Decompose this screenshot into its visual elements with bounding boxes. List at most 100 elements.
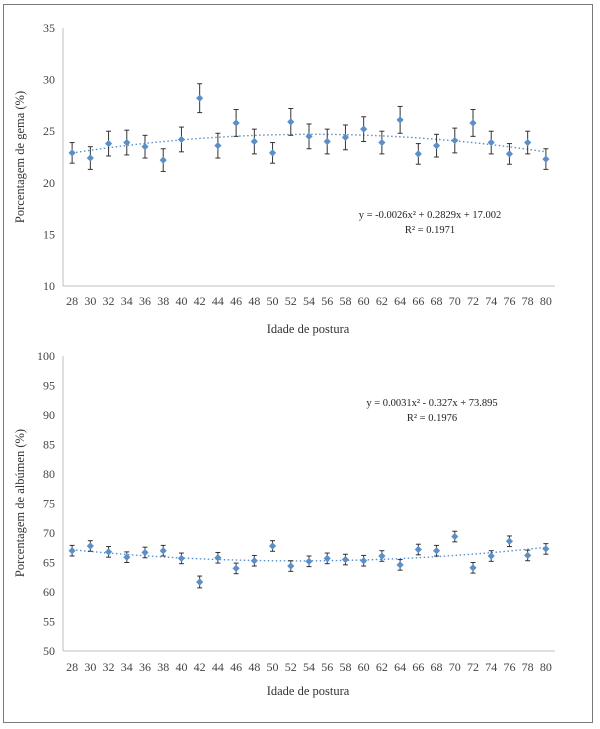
chart1-x-tick-label: 70 [449,294,461,308]
chart2-x-tick-label: 32 [103,660,115,674]
chart2-data-point [469,562,477,574]
chart1-x-tick-label: 56 [321,294,333,308]
chart2-y-tick-label: 95 [43,379,55,393]
chart1-marker [414,150,422,158]
chart1-data-point [196,83,204,114]
chart1-data-point [123,129,131,156]
chart1-x-tick-label: 78 [522,294,534,308]
chart2-data-point [396,559,404,571]
chart2-marker [68,547,76,555]
chart1-x-tick-label: 38 [157,294,169,308]
chart2-marker [432,547,441,555]
chart2-data-point [451,530,459,543]
chart1-x-tick-label: 62 [376,294,388,308]
chart1-marker [268,149,277,157]
chart1-data-point [396,105,404,134]
chart2-x-tick-label: 56 [321,660,333,674]
chart2-x-tick-label: 46 [230,660,242,674]
chart2-data-point [378,550,386,562]
chart2-y-tick-label: 70 [43,526,55,540]
chart1-marker [104,139,113,148]
chart2-data-point [287,560,295,572]
chart1-marker [141,143,149,151]
chart1-y-tick-label: 30 [43,73,55,87]
chart2-x-tick-label: 78 [522,660,534,674]
chart1-x-tick-label: 74 [485,294,497,308]
chart1-x-tick-label: 80 [540,294,552,308]
chart1-x-tick-label: 30 [84,294,96,308]
chart2-x-tick-label: 40 [175,660,187,674]
chart1-x-tick-label: 58 [339,294,351,308]
chart2-equation: y = 0.0031x² - 0.327x + 73.895 [366,398,497,409]
chart2-marker [451,532,459,541]
chart2-data-point [323,552,331,565]
chart1-x-tick-label: 72 [467,294,479,308]
chart2-x-tick-label: 36 [139,660,151,674]
chart1-x-tick-label: 44 [212,294,224,308]
chart2-marker [542,545,550,553]
chart1-data-point [524,130,532,155]
chart1-x-tick-label: 36 [139,294,151,308]
chart-yolk-percentage: 10 15 20 25 30 35 28 30 32 34 36 38 40 42 44 46 48 50 52 5… [13,21,555,336]
chart2-y-tick-label: 80 [43,467,55,481]
chart1-marker [487,138,495,147]
chart-albumen-percentage: 50 55 60 65 70 75 80 85 90 95 100 28 30 32 34 36 38 40 42… [13,349,555,698]
chart2-data-point [250,554,258,567]
chart1-x-tick-label: 48 [248,294,260,308]
chart1-y-tick-label: 25 [43,124,55,138]
chart2-x-tick-label: 30 [84,660,96,674]
chart1-marker [232,119,240,127]
chart2-x-tick-label: 54 [303,660,315,674]
chart2-marker [268,542,277,550]
chart1-x-tick-label: 52 [285,294,297,308]
chart2-marker [414,545,422,554]
chart2-marker [86,542,94,550]
chart1-data-point [287,107,295,136]
chart1-data-point [414,143,422,165]
chart2-x-tick-label: 76 [503,660,515,674]
chart2-data-point [487,550,495,562]
chart1-data-point [68,142,76,164]
chart2-data-point [505,535,514,548]
chart1-marker [360,125,368,133]
chart1-data-point [378,130,386,155]
chart2-data-point [414,543,422,556]
chart2-marker [341,555,350,564]
chart2-marker [524,551,532,560]
chart1-marker [287,118,295,126]
chart1-data-point [505,143,514,165]
chart2-data-point [159,544,167,557]
chart2-x-axis-title: Idade de postura [267,684,350,698]
chart2-data-point [341,553,350,566]
chart2-y-tick-label: 75 [43,497,55,511]
chart2-x-tick-label: 72 [467,660,479,674]
chart1-marker [432,142,441,150]
chart2-x-tick-label: 66 [412,660,424,674]
chart2-marker [232,564,240,572]
chart1-data-point [323,128,331,155]
chart1-data-point [214,132,222,159]
chart2-data-point [524,549,532,562]
chart1-data-point [177,126,186,153]
chart2-x-tick-label: 34 [121,660,133,674]
chart2-data-point [177,552,186,565]
chart1-x-tick-label: 50 [267,294,279,308]
chart1-data-point [432,133,441,158]
chart1-x-tick-label: 66 [412,294,424,308]
chart2-r-squared: R² = 0.1976 [407,413,457,424]
chart2-x-tick-label: 42 [194,660,206,674]
chart1-y-tick-label: 15 [43,227,55,241]
chart2-x-tick-label: 80 [540,660,552,674]
chart1-marker [505,150,514,158]
chart2-data-point [360,554,368,567]
chart2-marker [360,557,368,565]
chart1-marker [469,119,477,127]
chart2-data-point [542,543,550,555]
chart2-marker [378,552,386,560]
chart1-x-tick-label: 32 [103,294,115,308]
chart2-x-tick-label: 48 [248,660,260,674]
chart1-x-tick-label: 64 [394,294,406,308]
chart2-x-tick-label: 28 [66,660,78,674]
chart1-data-point [469,109,477,137]
